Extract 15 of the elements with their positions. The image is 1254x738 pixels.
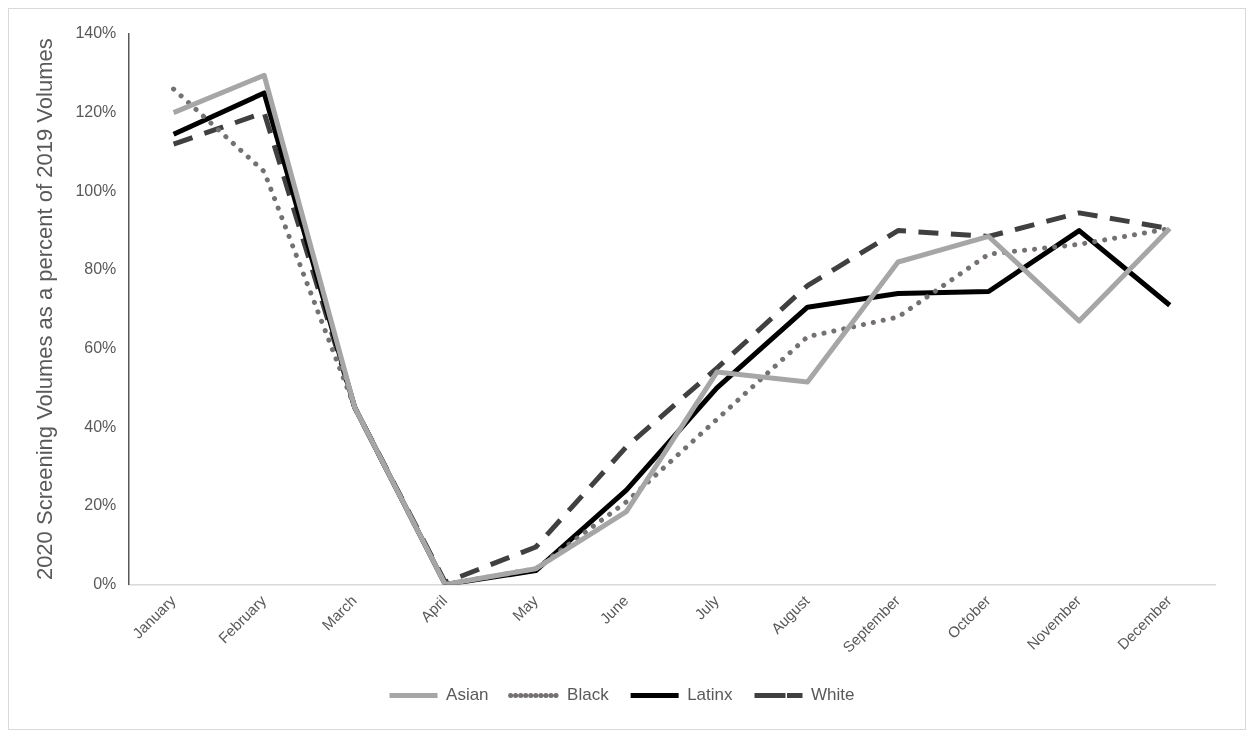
y-tick-label: 0% (93, 574, 117, 592)
y-axis-title: 2020 Screening Volumes as a percent of 2019 Volumes (32, 38, 58, 581)
x-tick-label: May (508, 591, 542, 624)
y-tick-label: 120% (75, 103, 117, 121)
legend-label: Black (567, 685, 610, 705)
y-tick-label: 100% (75, 181, 117, 199)
legend-label: Asian (446, 685, 489, 705)
y-tick-label: 80% (84, 260, 117, 278)
y-tick-label: 140% (75, 24, 117, 42)
legend-label: Latinx (687, 685, 733, 705)
y-tick-label: 60% (84, 338, 117, 356)
y-tick-label: 40% (84, 417, 117, 435)
y-tick-label: 20% (84, 496, 117, 514)
legend-label: White (811, 685, 855, 705)
x-tick-label: July (691, 591, 723, 623)
